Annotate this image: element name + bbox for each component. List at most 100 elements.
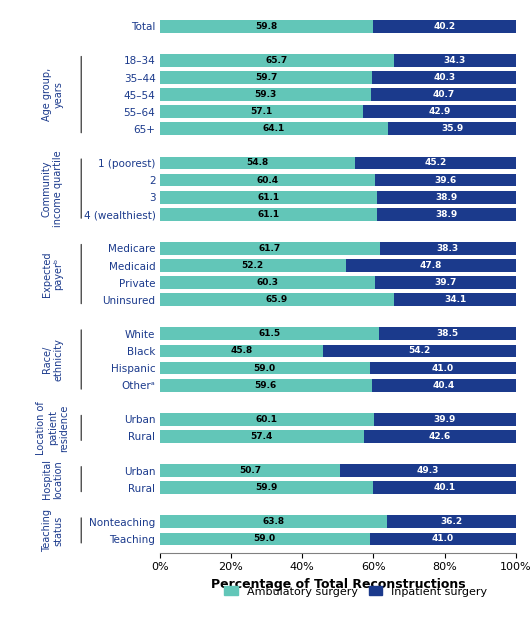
Bar	[160, 106, 363, 118]
Bar	[373, 20, 516, 33]
Text: 57.4: 57.4	[251, 432, 273, 441]
Bar	[160, 430, 364, 443]
Text: 59.6: 59.6	[255, 381, 277, 389]
Text: 42.6: 42.6	[429, 432, 451, 441]
Text: 38.9: 38.9	[436, 210, 458, 219]
Bar	[388, 122, 516, 135]
Bar	[379, 242, 516, 255]
Text: Race/
ethnicity: Race/ ethnicity	[42, 338, 63, 381]
Text: 50.7: 50.7	[239, 466, 261, 475]
Text: 38.9: 38.9	[436, 193, 458, 202]
Text: 41.0: 41.0	[432, 534, 454, 543]
Bar	[374, 413, 516, 426]
Bar	[160, 276, 375, 289]
Bar	[160, 379, 372, 391]
Text: 61.7: 61.7	[259, 244, 281, 253]
Text: 36.2: 36.2	[440, 517, 463, 526]
Text: 63.8: 63.8	[262, 517, 285, 526]
Text: 40.4: 40.4	[433, 381, 455, 389]
Bar	[370, 533, 516, 545]
Text: 38.3: 38.3	[437, 244, 459, 253]
Text: Location of
patient
residence: Location of patient residence	[36, 401, 69, 455]
Text: 61.1: 61.1	[257, 193, 279, 202]
Bar	[323, 345, 516, 357]
Bar	[160, 516, 387, 528]
X-axis label: Percentage of Total Reconstructions: Percentage of Total Reconstructions	[211, 578, 465, 591]
Bar	[377, 208, 516, 220]
Text: 54.2: 54.2	[409, 347, 430, 355]
Bar	[160, 208, 377, 220]
Text: 40.1: 40.1	[434, 483, 455, 492]
Bar	[364, 430, 516, 443]
Text: 47.8: 47.8	[420, 261, 442, 270]
Text: 39.7: 39.7	[434, 278, 456, 287]
Text: 59.8: 59.8	[255, 22, 277, 31]
Bar	[160, 345, 323, 357]
Bar	[160, 413, 374, 426]
Text: 45.2: 45.2	[425, 158, 446, 168]
Bar	[372, 71, 516, 84]
Bar	[160, 71, 372, 84]
Bar	[355, 156, 516, 170]
Text: Teaching
status: Teaching status	[42, 509, 63, 552]
Bar	[160, 293, 395, 306]
Bar	[160, 88, 371, 101]
Bar	[394, 54, 516, 67]
Bar	[160, 54, 394, 67]
Text: 40.7: 40.7	[433, 90, 455, 99]
Text: 61.5: 61.5	[258, 329, 280, 338]
Text: Hospital
location: Hospital location	[42, 459, 63, 499]
Text: 59.0: 59.0	[254, 534, 276, 543]
Bar	[160, 191, 377, 203]
Text: 59.9: 59.9	[255, 483, 278, 492]
Bar	[377, 191, 516, 203]
Bar	[160, 533, 370, 545]
Bar	[372, 379, 516, 391]
Bar	[160, 156, 355, 170]
Bar	[375, 174, 516, 187]
Bar	[340, 464, 516, 477]
Text: Community
income quartile: Community income quartile	[42, 150, 63, 227]
Text: Expected
payerᵇ: Expected payerᵇ	[42, 251, 63, 297]
Text: 40.3: 40.3	[433, 73, 455, 82]
Text: 65.9: 65.9	[266, 295, 288, 304]
Bar	[375, 276, 516, 289]
Text: 40.2: 40.2	[434, 22, 455, 31]
Text: 52.2: 52.2	[242, 261, 264, 270]
Text: 34.1: 34.1	[444, 295, 467, 304]
Text: 41.0: 41.0	[432, 364, 454, 372]
Bar	[160, 122, 388, 135]
Text: 59.3: 59.3	[254, 90, 277, 99]
Bar	[373, 481, 516, 494]
Text: 60.1: 60.1	[256, 415, 278, 424]
Legend: Ambulatory surgery, Inpatient surgery: Ambulatory surgery, Inpatient surgery	[220, 582, 492, 601]
Text: 39.6: 39.6	[434, 176, 456, 185]
Text: 59.0: 59.0	[254, 364, 276, 372]
Text: 42.9: 42.9	[428, 107, 451, 116]
Bar	[160, 481, 373, 494]
Text: Age group,
years: Age group, years	[42, 68, 63, 121]
Bar	[387, 516, 516, 528]
Text: 34.3: 34.3	[444, 56, 466, 65]
Bar	[160, 259, 346, 272]
Text: 60.3: 60.3	[256, 278, 278, 287]
Text: 64.1: 64.1	[263, 124, 285, 133]
Text: 59.7: 59.7	[255, 73, 277, 82]
Bar	[395, 293, 516, 306]
Text: 57.1: 57.1	[250, 107, 272, 116]
Text: 65.7: 65.7	[265, 56, 288, 65]
Text: 35.9: 35.9	[441, 124, 463, 133]
Bar	[160, 464, 340, 477]
Bar	[371, 88, 516, 101]
Text: 49.3: 49.3	[417, 466, 439, 475]
Text: 39.9: 39.9	[434, 415, 456, 424]
Bar	[160, 362, 370, 374]
Bar	[160, 327, 379, 340]
Bar	[346, 259, 516, 272]
Bar	[160, 242, 379, 255]
Text: 54.8: 54.8	[246, 158, 268, 168]
Text: 60.4: 60.4	[256, 176, 278, 185]
Text: 61.1: 61.1	[257, 210, 279, 219]
Bar	[370, 362, 516, 374]
Text: 45.8: 45.8	[230, 347, 252, 355]
